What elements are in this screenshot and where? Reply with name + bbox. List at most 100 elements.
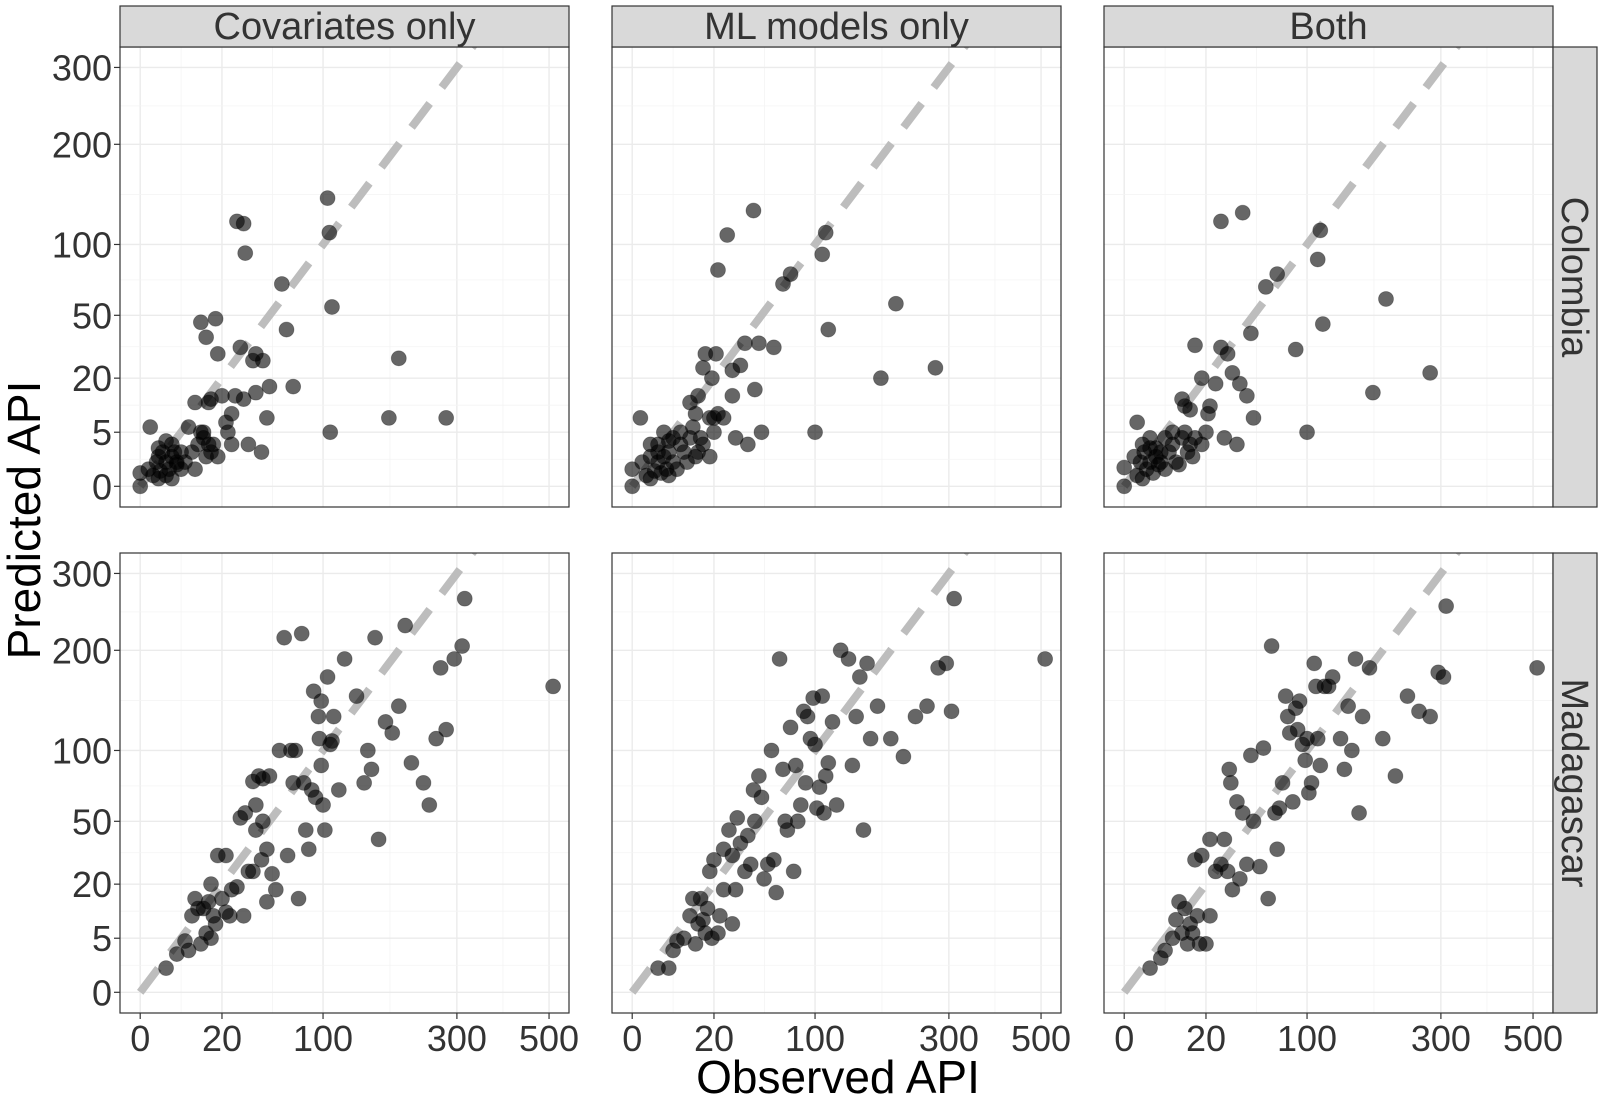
data-point	[1224, 881, 1241, 898]
data-point	[397, 617, 414, 634]
data-point	[438, 721, 455, 738]
data-point	[237, 245, 254, 261]
data-point	[1255, 740, 1272, 756]
data-point	[319, 190, 336, 207]
data-point	[1299, 424, 1315, 441]
data-point	[247, 384, 264, 401]
data-point	[624, 478, 641, 495]
data-point	[1037, 651, 1054, 667]
data-point	[223, 405, 240, 422]
data-point	[1202, 907, 1218, 924]
panel-0-0	[119, 46, 570, 508]
data-point	[290, 890, 307, 907]
data-point	[235, 907, 252, 924]
data-point	[1231, 375, 1248, 392]
data-point	[315, 797, 331, 813]
data-point	[258, 410, 275, 426]
data-point	[763, 742, 780, 759]
data-point	[324, 733, 340, 749]
data-point	[1271, 800, 1288, 817]
data-point	[209, 345, 226, 362]
data-point	[1245, 813, 1262, 830]
data-point	[779, 822, 796, 838]
data-point	[207, 916, 224, 932]
data-point	[438, 410, 455, 426]
column-strip	[119, 5, 570, 48]
data-point	[927, 359, 944, 376]
data-point	[1238, 856, 1255, 873]
data-point	[218, 847, 234, 864]
data-point	[264, 865, 280, 882]
data-point	[737, 335, 753, 352]
data-point	[1306, 655, 1323, 672]
y-tick-label: 50	[72, 801, 112, 842]
data-point	[421, 797, 438, 813]
data-point	[660, 960, 677, 977]
data-point	[370, 831, 387, 848]
data-point	[739, 827, 756, 844]
data-point	[882, 730, 899, 747]
data-point	[907, 708, 924, 725]
data-point	[1187, 337, 1203, 354]
data-point	[938, 655, 955, 672]
data-point	[428, 730, 445, 747]
data-point	[1343, 742, 1360, 759]
data-point	[1274, 774, 1291, 791]
data-point	[203, 876, 219, 893]
y-tick-label: 200	[52, 630, 112, 671]
data-point	[765, 339, 782, 356]
data-point	[187, 461, 203, 478]
y-tick-label: 200	[52, 124, 112, 165]
data-point	[721, 822, 737, 838]
data-point	[1219, 345, 1236, 362]
data-point	[820, 754, 837, 771]
data-point	[1171, 456, 1187, 473]
data-point	[254, 813, 271, 830]
data-point	[807, 424, 823, 441]
data-point	[456, 590, 473, 607]
x-tick-label: 20	[1186, 1018, 1226, 1059]
data-point	[1207, 375, 1224, 392]
data-point	[750, 335, 767, 352]
data-point	[446, 651, 463, 667]
y-tick-label: 20	[72, 358, 112, 399]
y-tick-label: 20	[72, 864, 112, 905]
data-point	[229, 878, 245, 895]
data-point	[1231, 870, 1248, 887]
data-point	[1289, 721, 1306, 738]
data-point	[895, 748, 912, 765]
data-point	[390, 698, 407, 715]
data-point	[1198, 424, 1214, 441]
data-point	[545, 678, 562, 695]
data-point	[1116, 459, 1133, 476]
data-point	[1142, 960, 1158, 977]
data-point	[200, 436, 217, 453]
data-point	[245, 863, 261, 880]
data-point	[1422, 708, 1439, 725]
data-point	[1182, 401, 1199, 418]
data-point	[1184, 448, 1201, 465]
data-point	[708, 345, 724, 362]
data-point	[1164, 424, 1181, 441]
data-point	[746, 813, 763, 830]
data-point	[200, 893, 217, 910]
y-tick-label: 5	[92, 918, 112, 959]
data-point	[1263, 638, 1280, 654]
data-point	[278, 321, 295, 338]
data-point	[732, 357, 749, 374]
data-point	[293, 625, 310, 642]
panel-2-1	[1103, 552, 1554, 1014]
data-point	[1116, 478, 1133, 495]
data-point	[1364, 384, 1381, 401]
data-point	[235, 391, 252, 408]
data-point	[321, 224, 338, 241]
data-point	[180, 942, 197, 959]
y-tick-label: 0	[92, 466, 112, 507]
data-point	[1260, 890, 1277, 907]
data-point	[1312, 222, 1329, 239]
data-point	[1297, 752, 1314, 769]
data-point	[1257, 278, 1274, 295]
data-point	[848, 708, 865, 725]
data-point	[710, 262, 726, 278]
